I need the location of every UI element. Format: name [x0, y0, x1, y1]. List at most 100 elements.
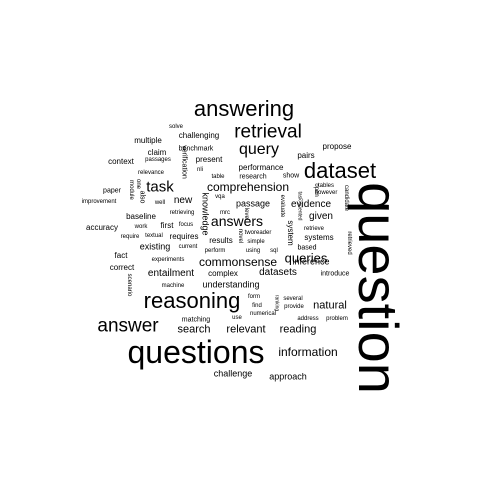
word-baseline: baseline	[126, 212, 156, 221]
word-passage: passage	[235, 198, 271, 209]
word-knowledge: knowledge	[200, 192, 211, 236]
word-existing: existing	[139, 241, 171, 252]
word-new: new	[173, 195, 193, 206]
word-address: address	[297, 316, 319, 322]
word-approach: approach	[269, 371, 307, 382]
word-current: current	[178, 244, 198, 250]
word-focus: focus	[178, 222, 194, 228]
word-level: level	[243, 207, 249, 221]
word-show: show	[282, 172, 300, 180]
word-form: form	[248, 294, 260, 300]
word-novel: novel	[237, 228, 243, 244]
word-numerical: numerical	[249, 311, 277, 317]
word-several: several	[283, 296, 303, 302]
word-tables: tables	[317, 183, 335, 189]
word-entailment: entailment	[147, 268, 195, 279]
word-claim: claim	[147, 148, 167, 157]
word-improvement: improvement	[81, 199, 117, 205]
word-fact: fact	[114, 251, 128, 260]
word-also: also	[138, 190, 146, 204]
word-require: require	[120, 234, 140, 240]
word-one: one	[135, 178, 141, 190]
word-matching: matching	[181, 316, 211, 324]
word-benchmark: benchmark	[178, 145, 214, 153]
word-pairs: pairs	[297, 151, 315, 160]
word-challenging: challenging	[178, 131, 220, 140]
word-retrieving: retrieving	[169, 210, 195, 216]
word-nli: nli	[196, 167, 204, 173]
word-challenge: challenge	[213, 368, 253, 379]
word-machine: machine	[161, 283, 185, 289]
word-problem: problem	[326, 316, 348, 322]
word-retrieval: retrieval	[234, 121, 302, 143]
word-however: however	[314, 190, 338, 196]
word-system: system	[286, 220, 295, 246]
word-systems: systems	[304, 233, 334, 242]
word-retrieve: retrieve	[303, 226, 325, 232]
word-questions: questions	[127, 334, 265, 370]
word-paper: paper	[103, 187, 121, 195]
word-reasoning: reasoning	[143, 288, 241, 313]
word-complex: complex	[208, 269, 238, 278]
word-context: context	[108, 157, 134, 166]
word-performance: performance	[238, 163, 284, 172]
word-perform: perform	[204, 248, 226, 254]
word-query: query	[238, 141, 280, 158]
word-based: based	[297, 244, 317, 252]
word-relevance: relevance	[137, 170, 165, 176]
word-ranking: ranking	[273, 294, 280, 312]
word-comprehension: comprehension	[206, 180, 290, 194]
word-find: find	[252, 303, 262, 309]
word-results: results	[209, 236, 233, 245]
word-relevant: relevant	[226, 323, 266, 336]
word-understanding: understanding	[202, 279, 260, 290]
word-evaluate: evaluate	[279, 194, 285, 218]
word-well: well	[154, 200, 166, 206]
word-textual: textual	[145, 233, 163, 239]
word-answering: answering	[193, 96, 295, 121]
word-passages: passages	[145, 157, 171, 163]
word-provide: provide	[284, 304, 304, 310]
word-answer: answer	[97, 315, 159, 337]
word-simple: simple	[247, 239, 265, 245]
word-given: given	[309, 211, 333, 222]
word-using: using	[245, 248, 261, 254]
word-candidate: candidate	[343, 184, 349, 212]
word-reading: reading	[279, 323, 317, 336]
word-work: work	[134, 224, 148, 230]
word-module: module	[128, 180, 134, 200]
word-mrc: mrc	[220, 210, 230, 216]
word-vqa: vqa	[215, 194, 225, 200]
word-tworeader: tworeader	[244, 230, 272, 236]
word-verification: verification	[180, 145, 188, 179]
word-commonsense: commonsense	[198, 255, 278, 269]
word-retrieved: retrieved	[346, 231, 352, 255]
word-present: present	[195, 155, 223, 164]
word-natural: natural	[313, 299, 347, 312]
word-correct: correct	[109, 263, 135, 272]
word-table: table	[211, 174, 225, 180]
word-inference: inference	[292, 256, 330, 267]
word-solve: solve	[168, 124, 184, 130]
word-first: first	[160, 221, 174, 230]
word-dataset: dataset	[303, 158, 377, 183]
word-sql: sql	[270, 248, 278, 254]
word-accuracy: accuracy	[85, 223, 119, 232]
word-multiple: multiple	[134, 136, 162, 145]
word-search: search	[177, 323, 211, 336]
word-requires: requires	[169, 232, 199, 241]
word-queries: queries	[284, 250, 328, 266]
word-propose: propose	[322, 142, 352, 151]
word-task: task	[146, 178, 174, 196]
word-experiments: experiments	[151, 257, 185, 263]
word-datasets: datasets	[259, 267, 297, 278]
word-open: open	[313, 183, 319, 197]
word-introduce: introduce	[320, 270, 350, 278]
word-information: information	[278, 345, 338, 359]
word-answers: answers	[210, 213, 264, 229]
word-use: use	[232, 315, 242, 321]
word-task-oriented: task-oriented	[296, 191, 303, 221]
word-question: question	[347, 182, 410, 394]
word-research: research	[239, 173, 267, 181]
